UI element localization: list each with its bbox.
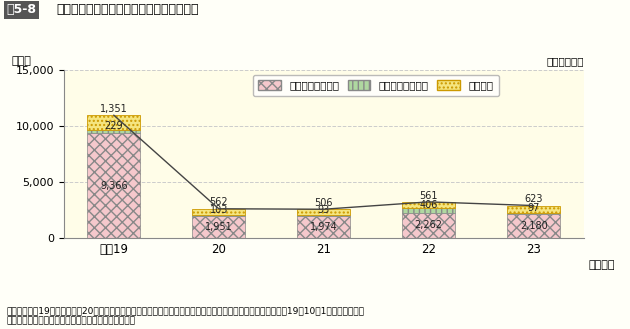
Text: （年度）: （年度） (589, 260, 616, 270)
Bar (403, 213, 455, 238)
Bar (88, 130, 140, 133)
Text: 公務災害及び通勤災害の認定件数の推移: 公務災害及び通勤災害の認定件数の推移 (57, 3, 199, 16)
Bar (88, 115, 140, 130)
Text: 9,366: 9,366 (100, 181, 127, 190)
Text: （注）　平成19年度から平成20年度にかけて認定件数が著しく減少しているのは、日本郵政公社の民営化（平成19年10月1日）により、補
　　　　償法適用対象職員数: （注） 平成19年度から平成20年度にかけて認定件数が著しく減少しているのは、日… (6, 306, 364, 326)
Text: 623: 623 (525, 194, 543, 204)
Bar (297, 216, 350, 238)
Text: 562: 562 (209, 197, 228, 207)
Legend: 公務災害（負傷）, 公務災害（疾病）, 通勤災害: 公務災害（負傷）, 公務災害（疾病）, 通勤災害 (253, 75, 498, 96)
Text: 2,180: 2,180 (520, 221, 547, 231)
Text: 406: 406 (420, 200, 438, 210)
Text: 97: 97 (527, 203, 540, 213)
Text: 1,974: 1,974 (310, 222, 338, 232)
Text: 506: 506 (314, 198, 333, 208)
Bar (192, 209, 245, 215)
Bar (508, 206, 560, 213)
Bar (403, 202, 455, 208)
Bar (88, 133, 140, 238)
Text: 561: 561 (420, 190, 438, 200)
Text: 103: 103 (210, 205, 228, 215)
Text: 図5-8: 図5-8 (6, 3, 37, 16)
Bar (297, 209, 350, 215)
Text: 93: 93 (318, 205, 330, 215)
Text: （単位：件）: （単位：件） (546, 56, 583, 66)
Text: （件）: （件） (12, 56, 32, 66)
Text: 229: 229 (105, 121, 123, 131)
Text: 2,262: 2,262 (415, 220, 443, 230)
Bar (297, 215, 350, 216)
Bar (508, 214, 560, 238)
Bar (403, 208, 455, 213)
Bar (192, 216, 245, 238)
Bar (192, 215, 245, 216)
Text: 1,351: 1,351 (100, 104, 128, 114)
Text: 1,951: 1,951 (205, 222, 232, 232)
Bar (508, 213, 560, 214)
